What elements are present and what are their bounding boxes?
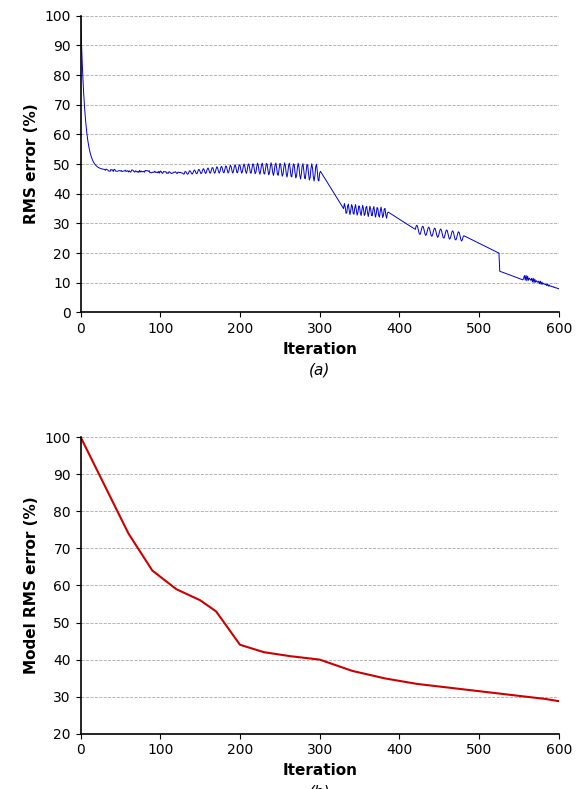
Text: (b): (b) xyxy=(309,784,331,789)
Y-axis label: Model RMS error (%): Model RMS error (%) xyxy=(24,496,39,675)
X-axis label: Iteration: Iteration xyxy=(282,342,357,357)
X-axis label: Iteration: Iteration xyxy=(282,763,357,778)
Y-axis label: RMS error (%): RMS error (%) xyxy=(24,104,39,224)
Text: (a): (a) xyxy=(309,363,331,378)
